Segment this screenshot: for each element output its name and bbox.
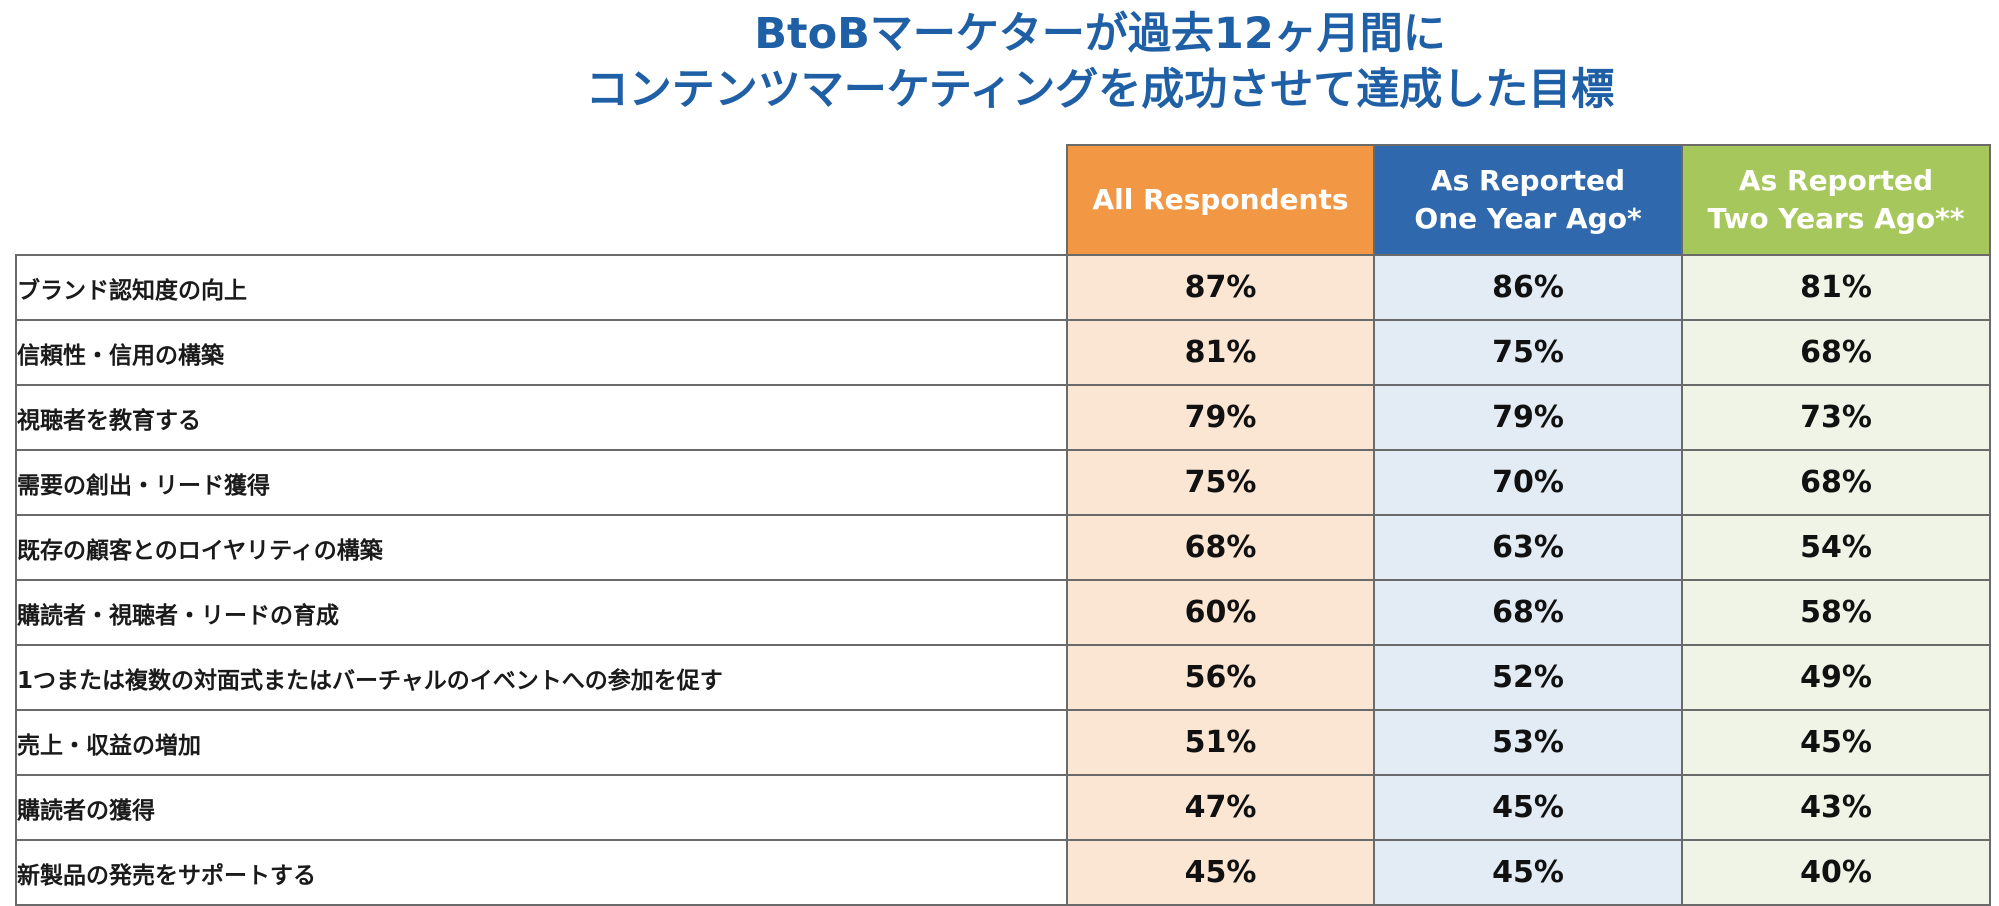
chart-title: BtoBマーケターが過去12ヶ月間に コンテンツマーケティングを成功させて達成し… <box>0 6 1999 118</box>
value-cell: 63% <box>1373 514 1683 581</box>
value-cell: 52% <box>1373 644 1683 711</box>
value-cell: 79% <box>1373 384 1683 451</box>
column-header-line: As Reported <box>1430 164 1626 197</box>
row-label: ブランド認知度の向上 <box>15 254 1068 321</box>
value-cell: 47% <box>1066 774 1375 841</box>
value-cell: 43% <box>1681 774 1991 841</box>
table-row: 購読者・視聴者・リードの育成 60% 68% 58% <box>15 579 1991 646</box>
value-cell: 70% <box>1373 449 1683 516</box>
value-cell: 60% <box>1066 579 1375 646</box>
value-cell: 79% <box>1066 384 1375 451</box>
value-cell: 56% <box>1066 644 1375 711</box>
column-header-line: As Reported <box>1738 164 1934 197</box>
row-label: 購読者・視聴者・リードの育成 <box>15 579 1068 646</box>
value-cell: 81% <box>1681 254 1991 321</box>
row-label: 既存の顧客とのロイヤリティの構築 <box>15 514 1068 581</box>
value-cell: 68% <box>1066 514 1375 581</box>
table-body: ブランド認知度の向上 87% 86% 81% 信頼性・信用の構築 81% 75% 68% 視聴者… <box>15 254 1991 906</box>
table-row: 1つまたは複数の対面式またはバーチャルのイベントへの参加を促す 56% 52% 49% <box>15 644 1991 711</box>
row-label: 視聴者を教育する <box>15 384 1068 451</box>
table-row: 既存の顧客とのロイヤリティの構築 68% 63% 54% <box>15 514 1991 581</box>
column-header-line: All Respondents <box>1092 183 1349 216</box>
value-cell: 53% <box>1373 709 1683 776</box>
value-cell: 81% <box>1066 319 1375 386</box>
column-header-two-years-ago: As Reported Two Years Ago** <box>1681 144 1991 255</box>
value-cell: 54% <box>1681 514 1991 581</box>
value-cell: 73% <box>1681 384 1991 451</box>
row-label: 信頼性・信用の構築 <box>15 319 1068 386</box>
chart-title-line-1: BtoBマーケターが過去12ヶ月間に <box>754 9 1446 59</box>
value-cell: 45% <box>1373 774 1683 841</box>
table-row: 新製品の発売をサポートする 45% 45% 40% <box>15 839 1991 906</box>
value-cell: 75% <box>1373 319 1683 386</box>
header-corner <box>16 145 1067 255</box>
table-row: 視聴者を教育する 79% 79% 73% <box>15 384 1991 451</box>
value-cell: 75% <box>1066 449 1375 516</box>
value-cell: 68% <box>1681 449 1991 516</box>
column-header-one-year-ago: As Reported One Year Ago* <box>1373 144 1683 255</box>
header-row: All Respondents As Reported One Year Ago… <box>16 144 1991 255</box>
row-label: 売上・収益の増加 <box>15 709 1068 776</box>
value-cell: 45% <box>1373 839 1683 906</box>
table-row: 売上・収益の増加 51% 53% 45% <box>15 709 1991 776</box>
column-header-line: Two Years Ago** <box>1707 202 1965 235</box>
value-cell: 68% <box>1681 319 1991 386</box>
goals-table: All Respondents As Reported One Year Ago… <box>15 144 1991 906</box>
value-cell: 40% <box>1681 839 1991 906</box>
table-row: ブランド認知度の向上 87% 86% 81% <box>15 254 1991 321</box>
value-cell: 49% <box>1681 644 1991 711</box>
column-header-line: One Year Ago* <box>1414 202 1642 235</box>
table-row: 購読者の獲得 47% 45% 43% <box>15 774 1991 841</box>
row-label: 購読者の獲得 <box>15 774 1068 841</box>
row-label: 1つまたは複数の対面式またはバーチャルのイベントへの参加を促す <box>15 644 1068 711</box>
value-cell: 45% <box>1681 709 1991 776</box>
value-cell: 51% <box>1066 709 1375 776</box>
chart-title-line-2: コンテンツマーケティングを成功させて達成した目標 <box>585 65 1615 115</box>
value-cell: 58% <box>1681 579 1991 646</box>
value-cell: 45% <box>1066 839 1375 906</box>
value-cell: 87% <box>1066 254 1375 321</box>
value-cell: 86% <box>1373 254 1683 321</box>
table-row: 需要の創出・リード獲得 75% 70% 68% <box>15 449 1991 516</box>
column-header-all-respondents: All Respondents <box>1066 144 1375 255</box>
value-cell: 68% <box>1373 579 1683 646</box>
row-label: 需要の創出・リード獲得 <box>15 449 1068 516</box>
table-row: 信頼性・信用の構築 81% 75% 68% <box>15 319 1991 386</box>
row-label: 新製品の発売をサポートする <box>15 839 1068 906</box>
